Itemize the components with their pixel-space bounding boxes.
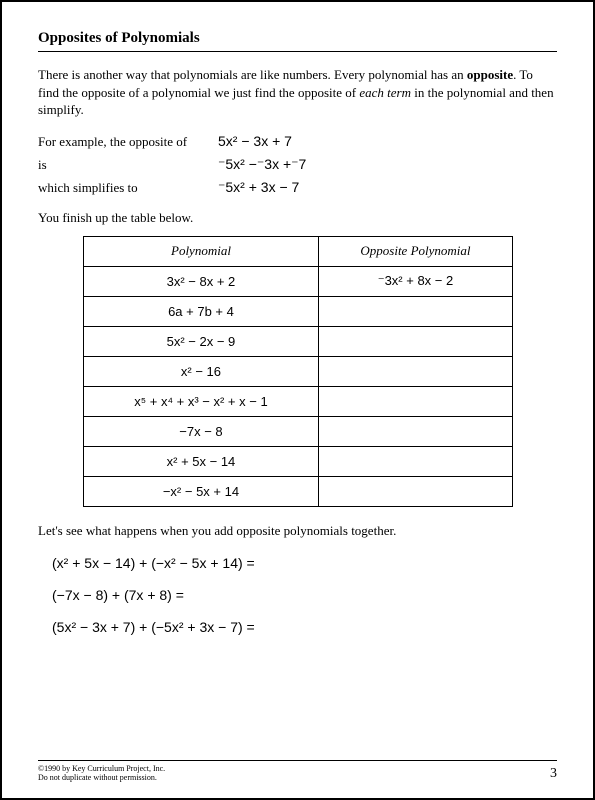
polynomial-cell: 6a + 7b + 4: [83, 296, 319, 326]
opposite-cell[interactable]: [319, 296, 512, 326]
duplicate-text: Do not duplicate without permission.: [38, 773, 165, 782]
example-label-3: which simplifies to: [38, 180, 218, 196]
table-row: 6a + 7b + 4: [83, 296, 512, 326]
example-expr-1: 5x² − 3x + 7: [218, 133, 292, 149]
example-label-1: For example, the opposite of: [38, 134, 218, 150]
opposite-cell[interactable]: [319, 356, 512, 386]
table-row: 5x² − 2x − 9: [83, 326, 512, 356]
page-number: 3: [550, 766, 557, 782]
opposite-cell[interactable]: ⁻3x² + 8x − 2: [319, 266, 512, 296]
polynomial-cell: −7x − 8: [83, 416, 319, 446]
opposite-cell[interactable]: [319, 386, 512, 416]
table-row: x² + 5x − 14: [83, 446, 512, 476]
example-block: For example, the opposite of 5x² − 3x + …: [38, 133, 557, 196]
example-expr-3: ⁻5x² + 3x − 7: [218, 179, 299, 196]
opposite-cell[interactable]: [319, 446, 512, 476]
equation: (x² + 5x − 14) + (−x² − 5x + 14) =: [52, 555, 557, 571]
finish-text: You finish up the table below.: [38, 210, 557, 226]
table-row: x⁵ + x⁴ + x³ − x² + x − 1: [83, 386, 512, 416]
footer: ©1990 by Key Curriculum Project, Inc. Do…: [38, 760, 557, 782]
polynomial-cell: x² + 5x − 14: [83, 446, 319, 476]
polynomial-cell: x⁵ + x⁴ + x³ − x² + x − 1: [83, 386, 319, 416]
polynomial-cell: 3x² − 8x + 2: [83, 266, 319, 296]
equation: (5x² − 3x + 7) + (−5x² + 3x − 7) =: [52, 619, 557, 635]
polynomial-table: Polynomial Opposite Polynomial 3x² − 8x …: [83, 236, 513, 507]
intro-text: There is another way that polynomials ar…: [38, 66, 557, 119]
table-row: x² − 16: [83, 356, 512, 386]
table-row: −7x − 8: [83, 416, 512, 446]
copyright-text: ©1990 by Key Curriculum Project, Inc.: [38, 764, 165, 773]
polynomial-cell: −x² − 5x + 14: [83, 476, 319, 506]
polynomial-cell: x² − 16: [83, 356, 319, 386]
table-header-opposite: Opposite Polynomial: [319, 236, 512, 266]
opposite-cell[interactable]: [319, 476, 512, 506]
polynomial-cell: 5x² − 2x − 9: [83, 326, 319, 356]
table-row: 3x² − 8x + 2⁻3x² + 8x − 2: [83, 266, 512, 296]
table-row: −x² − 5x + 14: [83, 476, 512, 506]
example-label-2: is: [38, 157, 218, 173]
lets-text: Let's see what happens when you add oppo…: [38, 523, 557, 539]
example-expr-2: ⁻5x² −⁻3x +⁻7: [218, 156, 306, 173]
opposite-cell[interactable]: [319, 326, 512, 356]
table-header-polynomial: Polynomial: [83, 236, 319, 266]
page-title: Opposites of Polynomials: [38, 30, 557, 52]
equation: (−7x − 8) + (7x + 8) =: [52, 587, 557, 603]
opposite-cell[interactable]: [319, 416, 512, 446]
